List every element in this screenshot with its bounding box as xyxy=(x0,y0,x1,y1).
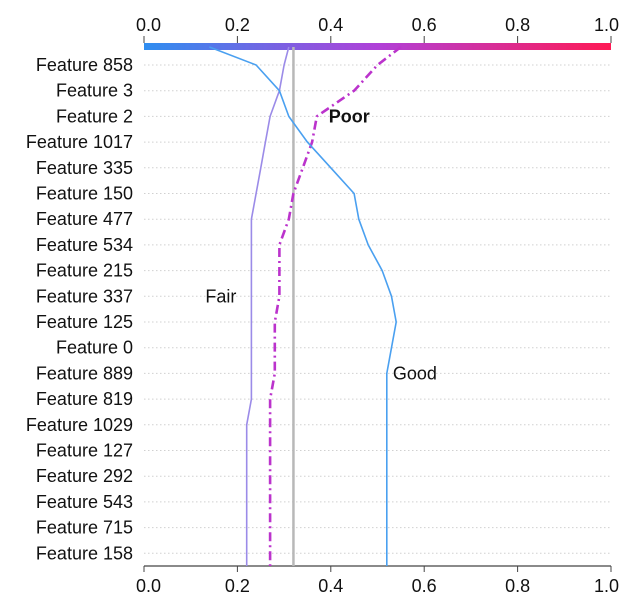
feature-label: Feature 125 xyxy=(36,312,133,332)
feature-label: Feature 150 xyxy=(36,184,133,204)
top-tick-label: 0.4 xyxy=(318,15,343,35)
gridlines xyxy=(144,64,611,554)
feature-label: Feature 477 xyxy=(36,209,133,229)
feature-label: Feature 1017 xyxy=(26,132,133,152)
series-lines xyxy=(209,45,402,566)
feature-label: Feature 158 xyxy=(36,543,133,563)
bottom-tick-label: 0.8 xyxy=(505,576,530,596)
top-tick-label: 0.2 xyxy=(225,15,250,35)
feature-labels: Feature 858 Feature 3 Feature 2 Feature 101… xyxy=(26,55,133,563)
top-tick-label: 0.8 xyxy=(505,15,530,35)
series-label-good: Good xyxy=(393,363,437,383)
feature-label: Feature 215 xyxy=(36,261,133,281)
series-line-poor xyxy=(268,45,402,566)
feature-label: Feature 543 xyxy=(36,492,133,512)
bottom-tick-label: 0.6 xyxy=(412,576,437,596)
series-labels: Poor Fair Good xyxy=(205,106,436,383)
feature-label: Feature 534 xyxy=(36,235,133,255)
series-line-good xyxy=(209,46,398,566)
feature-label: Feature 715 xyxy=(36,518,133,538)
bottom-axis-ticks: 0.0 0.2 0.4 0.6 0.8 1.0 xyxy=(136,566,619,596)
feature-label: Feature 0 xyxy=(56,338,133,358)
feature-label: Feature 337 xyxy=(36,286,133,306)
top-tick-label: 1.0 xyxy=(594,15,619,35)
bottom-tick-label: 0.4 xyxy=(318,576,343,596)
top-tick-label: 0.6 xyxy=(412,15,437,35)
feature-label: Feature 335 xyxy=(36,158,133,178)
feature-label: Feature 292 xyxy=(36,466,133,486)
colorbar xyxy=(144,43,611,50)
feature-label: Feature 819 xyxy=(36,389,133,409)
axes xyxy=(144,43,611,567)
feature-label: Feature 1029 xyxy=(26,415,133,435)
bottom-tick-label: 0.2 xyxy=(225,576,250,596)
feature-label: Feature 127 xyxy=(36,441,133,461)
feature-label: Feature 889 xyxy=(36,363,133,383)
top-tick-label: 0.0 xyxy=(136,15,161,35)
feature-label: Feature 3 xyxy=(56,81,133,101)
feature-label: Feature 858 xyxy=(36,55,133,75)
series-label-fair: Fair xyxy=(205,286,236,306)
bottom-tick-label: 0.0 xyxy=(136,576,161,596)
series-line-fair xyxy=(245,46,290,566)
top-axis-ticks: 0.0 0.2 0.4 0.6 0.8 1.0 xyxy=(136,15,619,43)
bottom-tick-label: 1.0 xyxy=(594,576,619,596)
series-label-poor: Poor xyxy=(329,106,370,126)
feature-label: Feature 2 xyxy=(56,106,133,126)
